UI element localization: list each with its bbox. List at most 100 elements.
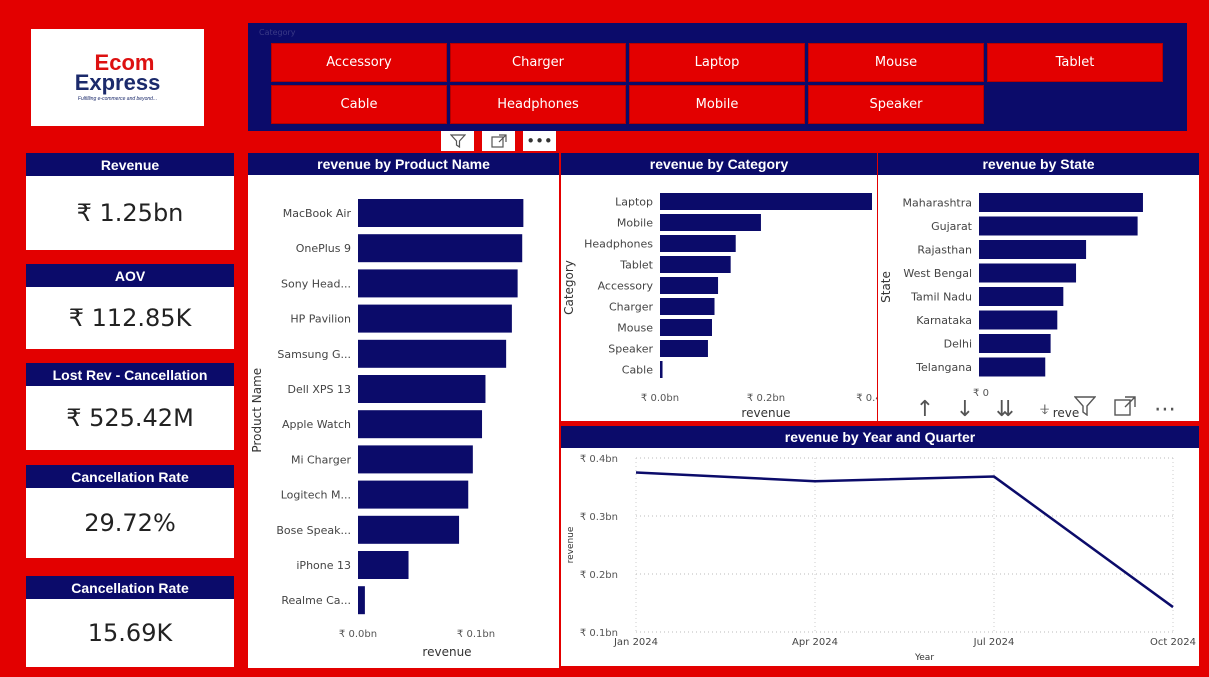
- category-label: HP Pavilion: [290, 313, 351, 326]
- x-tick-label: Jan 2024: [613, 637, 658, 648]
- category-label: Apple Watch: [282, 418, 351, 431]
- kpi-aov-value: ₹ 112.85K: [26, 287, 234, 349]
- y-axis-label: State: [879, 271, 893, 303]
- product-bar-chart: MacBook Air OnePlus 9 Sony Head... HP Pavil…: [250, 199, 524, 659]
- bar: [358, 234, 523, 263]
- bar: [660, 319, 712, 336]
- y-tick-label: ₹ 0.1bn: [580, 628, 618, 639]
- category-label: Tamil Nadu: [910, 291, 972, 304]
- slicer-button-accessory[interactable]: Accessory: [271, 43, 447, 82]
- bar: [660, 277, 719, 294]
- bar: [979, 334, 1051, 353]
- bar: [979, 240, 1087, 259]
- bar: [660, 340, 708, 357]
- bar: [660, 214, 761, 231]
- y-axis-label: Category: [562, 260, 576, 315]
- more-options-icon[interactable]: ⋯: [1154, 396, 1176, 422]
- category-label: Headphones: [584, 238, 653, 251]
- y-tick-label: ₹ 0.2bn: [580, 570, 618, 581]
- category-label: Mobile: [617, 217, 653, 230]
- category-label: Dell XPS 13: [288, 383, 352, 396]
- product-chart-title: revenue by Product Name: [248, 153, 559, 175]
- category-label: Maharashtra: [903, 197, 973, 210]
- category-label: Charger: [609, 301, 653, 314]
- category-label: Logitech M...: [281, 489, 351, 502]
- bar: [358, 199, 524, 227]
- category-label: MacBook Air: [283, 207, 352, 220]
- category-label: Laptop: [615, 196, 653, 209]
- x-tick-label: Apr 2024: [792, 637, 838, 648]
- bar: [979, 310, 1058, 330]
- product-chart-panel: revenue by Product Name MacBook Air OnePl…: [248, 153, 559, 668]
- x-tick-label: ₹ 0.1bn: [457, 629, 495, 640]
- state-chart-title: revenue by State: [878, 153, 1199, 175]
- category-label: iPhone 13: [296, 559, 351, 572]
- logo-line1: Ecom: [94, 50, 155, 75]
- state-bar-chart: Maharashtra Gujarat Rajasthan West Bengal Ta…: [879, 193, 1143, 420]
- category-label: Delhi: [944, 338, 972, 351]
- slicer-button-tablet[interactable]: Tablet: [987, 43, 1163, 82]
- x-tick-label: ₹ 0.0bn: [339, 629, 377, 640]
- category-label: Cable: [622, 364, 653, 377]
- category-label: Mouse: [617, 322, 653, 335]
- category-label: Telangana: [915, 361, 972, 374]
- kpi-lost-rev-value: ₹ 525.42M: [26, 386, 234, 450]
- visual-toolbar: ↑ ↓ ⇊ ⍖ ⋯: [905, 392, 1200, 426]
- bar: [358, 339, 507, 368]
- x-tick-label: ₹ 0.2bn: [747, 393, 785, 404]
- category-label: Speaker: [608, 343, 653, 356]
- arrow-down-icon[interactable]: ↓: [955, 396, 975, 422]
- kpi-revenue-title: Revenue: [26, 153, 234, 176]
- category-label: West Bengal: [903, 267, 972, 280]
- kpi-aov-title: AOV: [26, 264, 234, 287]
- y-tick-label: ₹ 0.4bn: [580, 454, 618, 465]
- slicer-button-cable[interactable]: Cable: [271, 85, 447, 124]
- bar: [358, 515, 460, 544]
- kpi-cancel-rate-value: 29.72%: [26, 488, 234, 558]
- bar: [358, 551, 409, 579]
- bar: [979, 357, 1046, 377]
- slicer-button-mouse[interactable]: Mouse: [808, 43, 984, 82]
- slicer-button-speaker[interactable]: Speaker: [808, 85, 984, 124]
- x-tick-label: Oct 2024: [1150, 637, 1196, 648]
- category-label: Accessory: [598, 280, 654, 293]
- x-tick-label: ₹ 0: [973, 388, 989, 399]
- slicer-button-charger[interactable]: Charger: [450, 43, 626, 82]
- quarter-chart-title: revenue by Year and Quarter: [561, 426, 1199, 448]
- kpi-cancel-count-title: Cancellation Rate: [26, 576, 234, 599]
- bar: [660, 256, 731, 273]
- expand-hierarchy-icon[interactable]: ⍖: [1038, 396, 1052, 422]
- bar: [358, 480, 469, 509]
- category-chart-panel: revenue by Category Laptop Mobile Headphon…: [561, 153, 877, 421]
- state-chart-panel: revenue by State Maharashtra Gujarat Rajas…: [878, 153, 1199, 421]
- filter-icon[interactable]: [1065, 396, 1105, 422]
- slicer-button-laptop[interactable]: Laptop: [629, 43, 805, 82]
- slicer-button-mobile[interactable]: Mobile: [629, 85, 805, 124]
- bar: [358, 445, 473, 474]
- category-label: Rajasthan: [917, 244, 972, 257]
- arrow-up-icon[interactable]: ↑: [915, 396, 935, 422]
- bar: [979, 216, 1138, 236]
- category-label: OnePlus 9: [296, 242, 351, 255]
- bar: [979, 193, 1143, 212]
- x-axis-label: reve: [1053, 406, 1080, 420]
- kpi-revenue-value: ₹ 1.25bn: [26, 176, 234, 250]
- bar: [979, 287, 1064, 306]
- bar: [358, 304, 512, 333]
- filter-icon[interactable]: [441, 131, 474, 151]
- focus-mode-icon[interactable]: [1105, 396, 1145, 422]
- slicer-button-headphones[interactable]: Headphones: [450, 85, 626, 124]
- series-line: [635, 471, 1174, 609]
- bar: [358, 375, 486, 403]
- slicer-title: Category: [259, 28, 296, 37]
- company-logo: Ecom Express Fulfilling e-commerce and b…: [31, 29, 204, 126]
- x-tick-label: Jul 2024: [973, 637, 1015, 648]
- focus-mode-icon[interactable]: [482, 131, 515, 151]
- kpi-cancel-count-value: 15.69K: [26, 599, 234, 667]
- bar: [660, 193, 872, 210]
- drill-down-icon[interactable]: ⇊: [995, 396, 1015, 422]
- category-bar-chart: Laptop Mobile Headphones Tablet Accessory Cha…: [562, 193, 877, 420]
- more-options-icon[interactable]: •••: [523, 131, 556, 151]
- x-axis-label: Year: [914, 653, 934, 663]
